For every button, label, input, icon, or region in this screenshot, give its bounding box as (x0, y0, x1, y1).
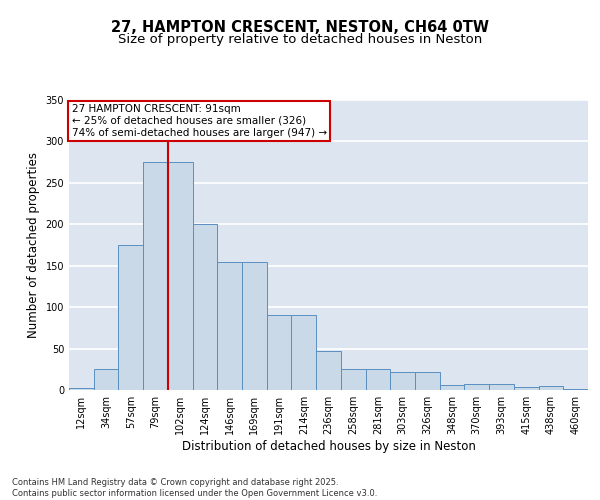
Bar (440, 385, 464, 390)
Bar (390, 372, 415, 390)
Bar (118, 245, 143, 390)
Text: 27, HAMPTON CRESCENT, NESTON, CH64 0TW: 27, HAMPTON CRESCENT, NESTON, CH64 0TW (111, 20, 489, 35)
Text: 27 HAMPTON CRESCENT: 91sqm
← 25% of detached houses are smaller (326)
74% of sem: 27 HAMPTON CRESCENT: 91sqm ← 25% of deta… (71, 104, 327, 138)
Bar (365, 370, 390, 390)
Bar (563, 389, 588, 390)
Bar (193, 224, 217, 390)
Bar (168, 162, 193, 390)
Y-axis label: Number of detached properties: Number of detached properties (27, 152, 40, 338)
Bar (143, 162, 168, 390)
Bar (489, 384, 514, 390)
Bar (94, 370, 118, 390)
Text: Contains HM Land Registry data © Crown copyright and database right 2025.
Contai: Contains HM Land Registry data © Crown c… (12, 478, 377, 498)
Bar (316, 351, 341, 390)
Bar (242, 262, 267, 390)
X-axis label: Distribution of detached houses by size in Neston: Distribution of detached houses by size … (182, 440, 475, 453)
Bar (217, 262, 242, 390)
Bar (69, 388, 94, 390)
Bar (267, 316, 292, 390)
Bar (464, 384, 489, 390)
Text: Size of property relative to detached houses in Neston: Size of property relative to detached ho… (118, 32, 482, 46)
Bar (292, 316, 316, 390)
Bar (514, 386, 539, 390)
Bar (415, 372, 440, 390)
Bar (341, 370, 365, 390)
Bar (539, 386, 563, 390)
